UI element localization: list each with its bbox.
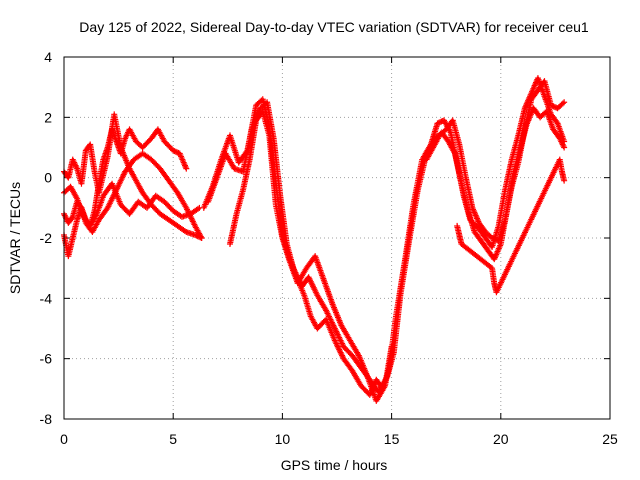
y-tick-label: 4	[44, 49, 52, 65]
data-point	[548, 102, 555, 109]
data-point	[490, 235, 497, 242]
y-tick-label: -4	[40, 290, 53, 306]
data-point	[172, 148, 179, 155]
data-point	[198, 235, 205, 241]
x-axis-label: GPS time / hours	[281, 457, 388, 473]
data-point	[194, 233, 201, 240]
series-satellite-track-f	[205, 99, 568, 395]
data-layer	[61, 75, 568, 404]
tick-layer: 0 5 10 15 20 25 -8 -6 -4 -2 0 2 4	[40, 49, 618, 447]
series-satellite-track-h	[423, 78, 568, 245]
y-tick-label: -6	[40, 351, 53, 367]
x-tick-label: 20	[493, 431, 509, 447]
x-tick-label: 5	[169, 431, 177, 447]
x-tick-label: 25	[602, 431, 618, 447]
data-point	[559, 100, 566, 107]
y-axis-label: SDTVAR / TECUs	[7, 182, 23, 294]
chart-title: Day 125 of 2022, Sidereal Day-to-day VTE…	[79, 19, 589, 35]
y-tick-label: 2	[44, 109, 52, 125]
x-tick-label: 0	[60, 431, 68, 447]
data-point	[561, 99, 568, 106]
x-tick-label: 10	[275, 431, 291, 447]
data-point	[434, 120, 441, 127]
data-point	[388, 343, 395, 350]
data-point	[68, 215, 75, 222]
data-point	[435, 119, 442, 126]
series-satellite-track-d	[61, 180, 203, 229]
data-point	[195, 233, 202, 240]
y-tick-label: 0	[44, 170, 52, 186]
data-point	[174, 149, 181, 156]
series-satellite-track-c	[61, 111, 205, 241]
data-point	[197, 234, 204, 241]
series-satellite-track-g	[226, 108, 395, 404]
data-point	[170, 147, 177, 154]
y-tick-label: -8	[40, 411, 53, 427]
data-point	[561, 177, 568, 184]
x-tick-label: 15	[384, 431, 400, 447]
data-point	[550, 103, 557, 110]
data-point	[489, 235, 496, 241]
data-point	[183, 165, 190, 172]
data-point	[171, 148, 178, 155]
plot-frame	[63, 56, 611, 420]
data-point	[193, 232, 200, 239]
data-point	[192, 231, 199, 238]
data-point	[553, 104, 560, 111]
series-satellite-track-i	[454, 156, 568, 296]
data-point	[549, 102, 556, 109]
y-tick-label: -2	[40, 230, 53, 246]
data-point	[561, 144, 568, 151]
